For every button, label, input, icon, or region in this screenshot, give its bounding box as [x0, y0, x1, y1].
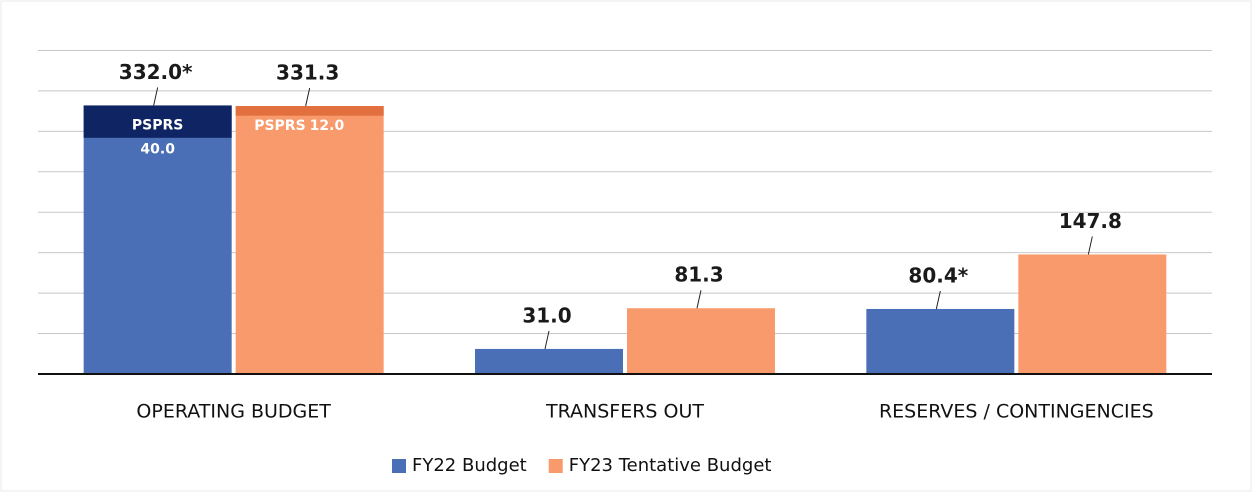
bar-segment — [235, 106, 384, 116]
legend-label: FY22 Budget — [412, 455, 527, 476]
segment-label: PSPRS — [254, 118, 305, 134]
bar — [475, 348, 623, 374]
leader-line — [935, 290, 941, 310]
value-label: 80.4* — [908, 263, 968, 287]
x-tick-label: RESERVES / CONTINGENCIES — [879, 401, 1154, 423]
leader-line — [153, 87, 159, 106]
bar — [83, 105, 232, 375]
bar — [235, 106, 384, 375]
bar — [866, 308, 1015, 374]
leader-line — [544, 330, 550, 350]
legend-swatch — [548, 459, 563, 473]
bar — [1018, 254, 1167, 374]
segment-value-label: 12.0 — [310, 118, 345, 134]
value-label: 332.0* — [119, 60, 193, 84]
legend-label: FY23 Tentative Budget — [569, 455, 772, 476]
segment-value-label: 40.0 — [140, 141, 175, 157]
x-tick-label: OPERATING BUDGET — [136, 401, 331, 423]
segment-label: PSPRS — [132, 117, 183, 133]
bar-segment — [83, 105, 232, 138]
x-tick-label: TRANSFERS OUT — [545, 401, 704, 423]
leader-line — [305, 87, 311, 107]
leader-line — [1087, 236, 1093, 255]
value-label: 81.3 — [674, 263, 723, 287]
value-label: 31.0 — [522, 303, 571, 327]
bar — [627, 308, 775, 374]
leader-line — [696, 290, 702, 309]
legend-swatch — [392, 459, 406, 473]
value-label: 331.3 — [276, 61, 339, 85]
value-label: 147.8 — [1059, 209, 1122, 233]
